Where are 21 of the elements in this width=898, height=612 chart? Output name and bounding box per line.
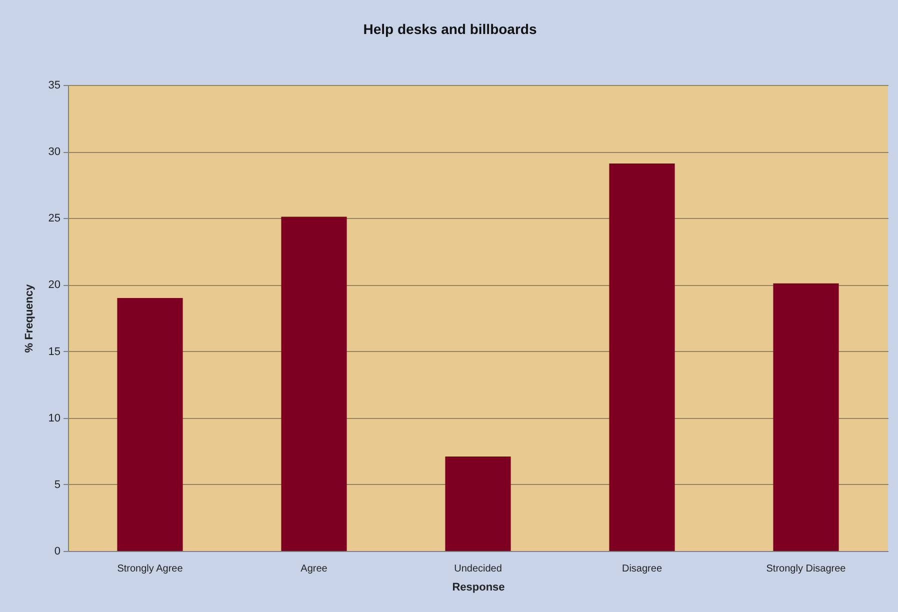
- y-tick-label: 35: [48, 80, 60, 92]
- bar: [773, 283, 839, 551]
- bar: [445, 456, 511, 551]
- x-tick-label: Strongly Agree: [117, 564, 184, 574]
- y-tick-label: 5: [54, 478, 60, 491]
- y-tick-label: 0: [54, 546, 60, 558]
- bar: [281, 216, 347, 551]
- x-tick-label: Disagree: [622, 564, 662, 574]
- y-tick-label: 20: [48, 279, 60, 292]
- y-tick-label: 30: [48, 146, 60, 158]
- x-tick-label: Agree: [300, 564, 328, 574]
- y-axis-title: % Frequency: [23, 283, 36, 353]
- y-tick-label: 15: [48, 346, 60, 358]
- bar: [117, 298, 183, 551]
- chart-title: Help desks and billboards: [363, 21, 537, 37]
- y-tick-label: 10: [48, 412, 60, 424]
- x-tick-label: Strongly Disagree: [766, 564, 846, 574]
- bar: [609, 164, 675, 551]
- x-tick-label: Undecided: [454, 564, 502, 574]
- x-axis-title: Response: [452, 582, 505, 594]
- y-tick-label: 25: [48, 212, 60, 225]
